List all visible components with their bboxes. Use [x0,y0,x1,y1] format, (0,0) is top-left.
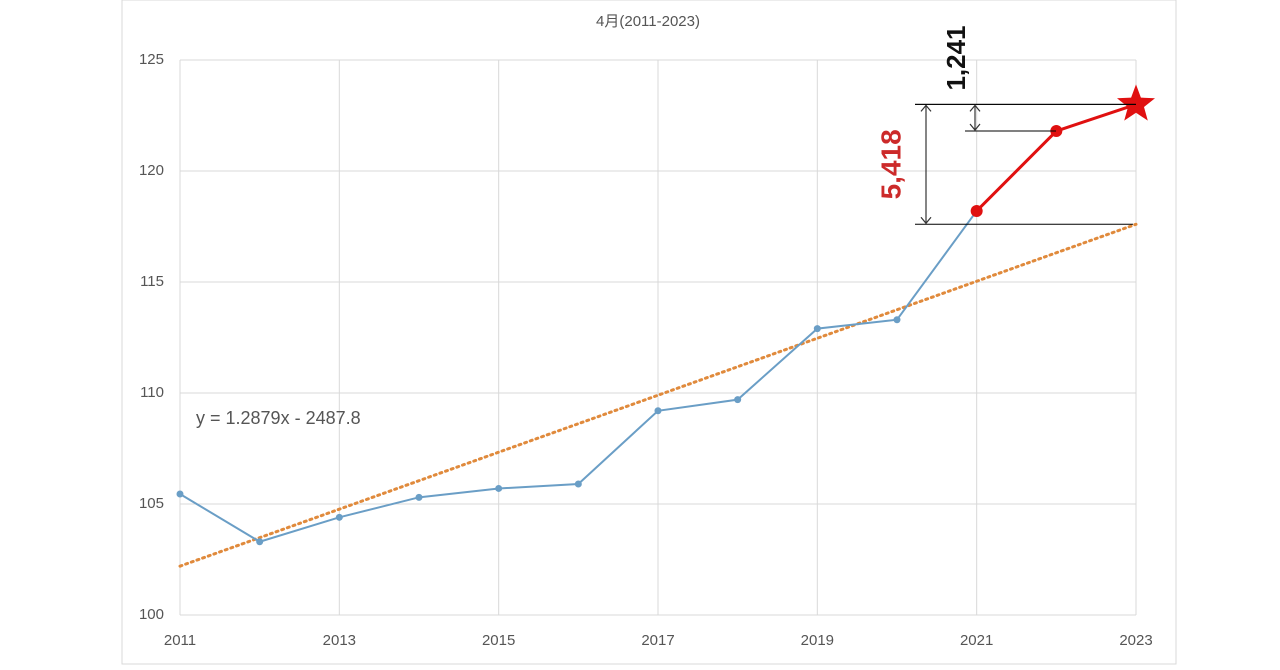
marker [574,480,582,488]
x-tick-label: 2015 [482,632,515,649]
x-tick-label: 2023 [1119,632,1152,649]
y-tick-label: 105 [139,495,164,512]
y-tick-label: 120 [139,162,164,179]
marker [654,407,662,415]
arrow-head [920,104,932,225]
marker [1050,125,1063,138]
y-tick-label: 125 [139,51,164,68]
annotation-label: 5,418 [875,129,906,199]
x-tick-label: 2011 [164,632,196,649]
marker [813,325,821,333]
x-tick-label: 2013 [323,632,356,649]
marker [415,493,423,501]
annotation-label: 1,241 [941,25,971,90]
trendline [178,222,1138,568]
arrow-head [969,104,981,131]
marker [734,396,742,404]
chart-frame [121,0,1177,665]
trendline-equation: y = 1.2879x - 2487.8 [196,408,361,428]
x-tick-label: 2019 [801,632,834,649]
marker [495,484,503,492]
marker [256,538,264,546]
chart-title: 4月(2011-2023) [596,13,700,30]
star-marker [1117,84,1155,121]
marker [176,490,184,498]
marker [335,513,343,521]
marker [893,316,901,324]
y-tick-label: 110 [140,384,164,401]
x-tick-label: 2021 [960,632,993,649]
y-tick-label: 115 [140,273,164,290]
y-tick-label: 100 [139,606,164,623]
x-tick-label: 2017 [641,632,674,649]
marker [970,204,983,217]
